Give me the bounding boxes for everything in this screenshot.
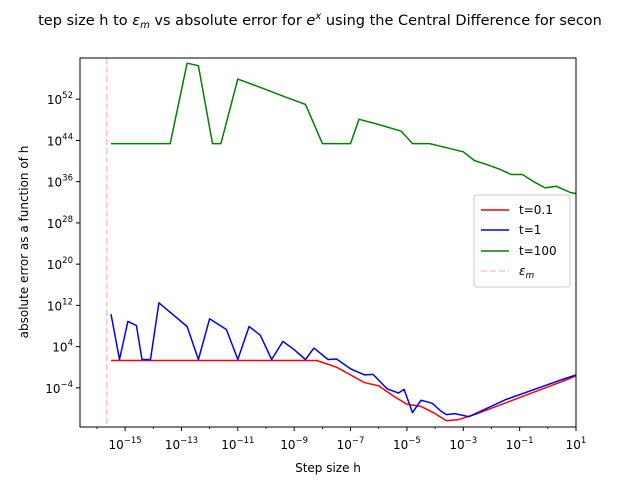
y-axis-label: absolute error as a function of h xyxy=(17,146,31,339)
legend-eps-sub: m xyxy=(526,271,535,281)
title-tail: using the Central Difference for secon xyxy=(321,13,602,29)
chart-title: tep size h to εm vs absolute error for e… xyxy=(38,11,602,31)
x-tick-label: 10−11 xyxy=(221,436,254,452)
series-line-t01 xyxy=(111,359,576,422)
x-axis-label: Step size h xyxy=(295,461,361,475)
legend-label-t1: t=1 xyxy=(519,223,541,237)
x-tick-label: 10−5 xyxy=(393,436,421,452)
legend: t=0.1 t=1 t=100 εm xyxy=(473,194,571,288)
title-eps-sub: m xyxy=(140,20,150,31)
x-tick-label: 10−7 xyxy=(337,436,365,452)
x-tick-label: 10−13 xyxy=(165,436,198,452)
title-main: tep size h to xyxy=(38,13,132,29)
legend-box xyxy=(473,194,571,288)
x-tick-label: 10−3 xyxy=(449,436,477,452)
title-e-sup: x xyxy=(314,11,321,22)
x-tick-label: 10−9 xyxy=(280,436,308,452)
y-tick-label: 1052 xyxy=(47,91,73,107)
series-layer xyxy=(106,58,576,427)
y-tick-label: 10−4 xyxy=(45,380,73,396)
y-tick-label: 1044 xyxy=(47,132,73,148)
y-tick-label: 1028 xyxy=(47,215,73,231)
legend-label-t01: t=0.1 xyxy=(519,203,553,217)
y-tick-label: 104 xyxy=(52,339,73,355)
y-tick-label: 1036 xyxy=(47,174,73,190)
x-tick-label: 10−15 xyxy=(108,436,141,452)
title-eps: ε xyxy=(132,13,140,29)
x-tick-label: 101 xyxy=(566,436,587,452)
y-tick-label: 1020 xyxy=(47,256,73,272)
series-line-t1 xyxy=(110,302,576,418)
legend-eps-base: ε xyxy=(519,264,526,278)
legend-label-epsilon: εm xyxy=(519,264,535,281)
x-axis-ticks: 10−15 10−13 10−11 10−9 10−7 10−5 10−3 10−1 101 xyxy=(96,427,587,452)
series-line-t100 xyxy=(111,62,576,195)
x-tick-label: 10−1 xyxy=(506,436,534,452)
y-axis-ticks: 10−4 104 1012 1020 1028 1036 1044 1052 xyxy=(45,91,80,396)
plot-frame xyxy=(79,57,577,428)
title-mid: vs absolute error for xyxy=(150,13,307,29)
y-tick-label: 1012 xyxy=(47,297,73,313)
legend-label-t100: t=100 xyxy=(519,244,557,258)
title-e: e xyxy=(306,13,315,29)
